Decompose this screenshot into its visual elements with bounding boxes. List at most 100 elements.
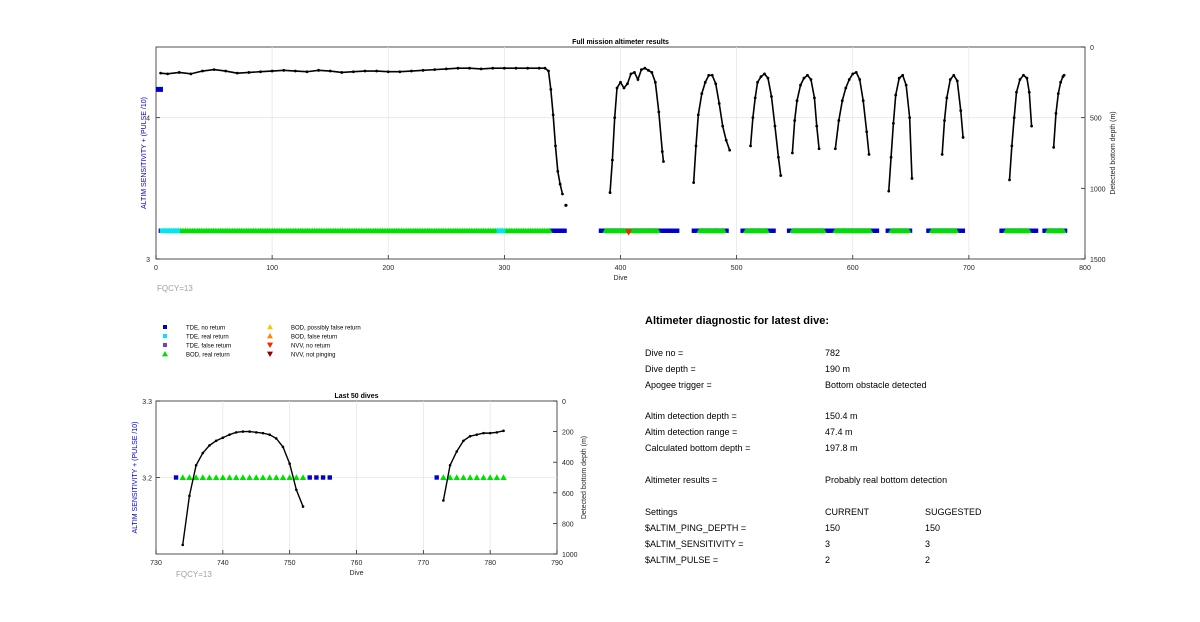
main-depth-point <box>558 182 562 186</box>
main-x-tick-label: 200 <box>382 265 394 272</box>
main-depth-point <box>1027 90 1031 94</box>
diagnostic-suggested: 150 <box>925 523 941 533</box>
main-depth-point <box>773 124 777 128</box>
diagnostic-current: Bottom obstacle detected <box>825 380 927 390</box>
main-bod-real-return-marker <box>720 227 727 234</box>
main-depth-point <box>282 68 286 72</box>
diagnostic-current: 150.4 m <box>825 411 858 421</box>
small-bod-real-return-marker <box>199 474 206 481</box>
main-depth-point <box>615 86 619 90</box>
diagnostic-suggested: 2 <box>925 555 931 565</box>
main-depth-point <box>526 66 529 70</box>
main-depth-point <box>1012 116 1016 120</box>
main-depth-point <box>259 70 262 74</box>
main-depth-point <box>514 66 518 70</box>
small-depth-point <box>208 444 211 447</box>
main-depth-point <box>844 86 848 90</box>
main-depth-point <box>1062 73 1066 77</box>
main-depth-point <box>660 150 664 153</box>
small-depth-point <box>462 439 465 443</box>
main-depth-point <box>468 66 471 70</box>
diagnostic-current: 190 m <box>825 364 851 374</box>
main-depth-point <box>766 76 770 80</box>
main-depth-point <box>1010 144 1014 148</box>
main-depth-point <box>549 88 553 91</box>
main-y-left-axis-label: ALTIM SENSITIVITY + (PULSE /10) <box>141 97 148 209</box>
main-depth-point <box>502 66 506 70</box>
small-bod-real-return-marker <box>440 474 447 481</box>
diagnostic-current: 150 <box>825 523 841 533</box>
diagnostic-label: Altim detection depth = <box>645 411 737 421</box>
main-chart-title: Full mission altimeter results <box>572 39 669 46</box>
small-depth-point <box>475 433 479 436</box>
small-y-right-tick-label: 1000 <box>562 552 578 559</box>
small-depth-point <box>221 436 225 440</box>
main-depth-point <box>629 72 633 76</box>
legend-marker <box>163 343 167 347</box>
small-bod-real-return-marker <box>186 474 193 481</box>
main-depth-point <box>293 69 297 73</box>
main-depth-point <box>317 68 320 72</box>
main-depth-point <box>795 99 799 103</box>
main-x-tick-label: 100 <box>266 265 278 272</box>
main-tde-real-return-marker <box>176 228 181 233</box>
main-depth-point <box>694 144 698 148</box>
small-y-right-tick-label: 200 <box>562 430 574 437</box>
main-depth-point <box>547 69 550 73</box>
diagnostic-label: Settings <box>645 507 678 517</box>
main-y-right-tick-label: 500 <box>1090 116 1102 123</box>
main-depth-point <box>410 69 413 73</box>
diagnostic-title: Altimeter diagnostic for latest dive: <box>645 315 829 327</box>
small-depth-point <box>188 494 191 498</box>
main-depth-point <box>352 70 355 74</box>
small-bod-real-return-marker <box>500 474 507 481</box>
small-y-left-tick-label: 3.3 <box>142 399 152 406</box>
main-depth-point <box>608 191 612 194</box>
small-bod-real-return-marker <box>279 474 287 481</box>
main-tde-no-return-marker <box>826 228 831 233</box>
small-tde-no-return-marker <box>320 475 326 480</box>
main-depth-point <box>867 153 871 156</box>
diagnostic-current: 3 <box>825 539 831 549</box>
main-depth-point <box>636 78 640 81</box>
main-tde-real-return-marker <box>496 228 501 233</box>
main-depth-point <box>444 67 448 71</box>
main-depth-point <box>166 72 170 76</box>
small-depth-point <box>181 543 185 547</box>
main-x-tick-label: 500 <box>731 265 743 272</box>
main-depth-line <box>609 67 665 193</box>
main-depth-point <box>945 96 949 100</box>
main-depth-point <box>910 177 914 180</box>
small-depth-point <box>442 499 445 502</box>
small-bod-real-return-marker <box>179 474 186 481</box>
small-bod-real-return-marker <box>480 474 487 481</box>
main-depth-point <box>1030 124 1033 128</box>
small-bod-real-return-marker <box>493 474 501 481</box>
main-depth-point <box>959 109 963 112</box>
main-depth-point <box>212 68 216 72</box>
main-depth-point <box>777 155 780 159</box>
small-depth-point <box>241 430 245 433</box>
diagnostic-current: 197.8 m <box>825 443 858 453</box>
small-bod-real-return-marker <box>246 474 253 481</box>
small-depth-point <box>482 431 485 435</box>
main-depth-point <box>305 70 309 74</box>
main-chart-group: 0 100 200 300 400 500 600 700 800 3 4 0 500 1000 1500 F… <box>141 39 1117 293</box>
main-depth-point <box>865 130 869 134</box>
main-depth-point <box>1059 80 1063 84</box>
main-footnote: FQCY=13 <box>157 284 193 293</box>
small-chart-group: 730 740 750 760 770 780 790 3.2 3.3 0 200 400 600 800… <box>132 393 588 579</box>
main-depth-point <box>770 95 773 98</box>
small-bod-real-return-marker <box>473 474 480 481</box>
main-depth-point <box>806 73 809 77</box>
main-depth-point <box>1022 73 1025 77</box>
main-x-axis-label: Dive <box>613 275 627 282</box>
main-depth-point <box>619 80 622 84</box>
main-x-tick-label: 700 <box>963 265 975 272</box>
small-x-tick-label: 780 <box>484 560 496 567</box>
main-depth-point <box>328 69 332 73</box>
main-tde-real-return-marker <box>171 228 176 233</box>
main-depth-point <box>159 71 163 75</box>
legend-label: TDE, no return <box>186 326 225 332</box>
main-depth-point <box>833 147 837 151</box>
